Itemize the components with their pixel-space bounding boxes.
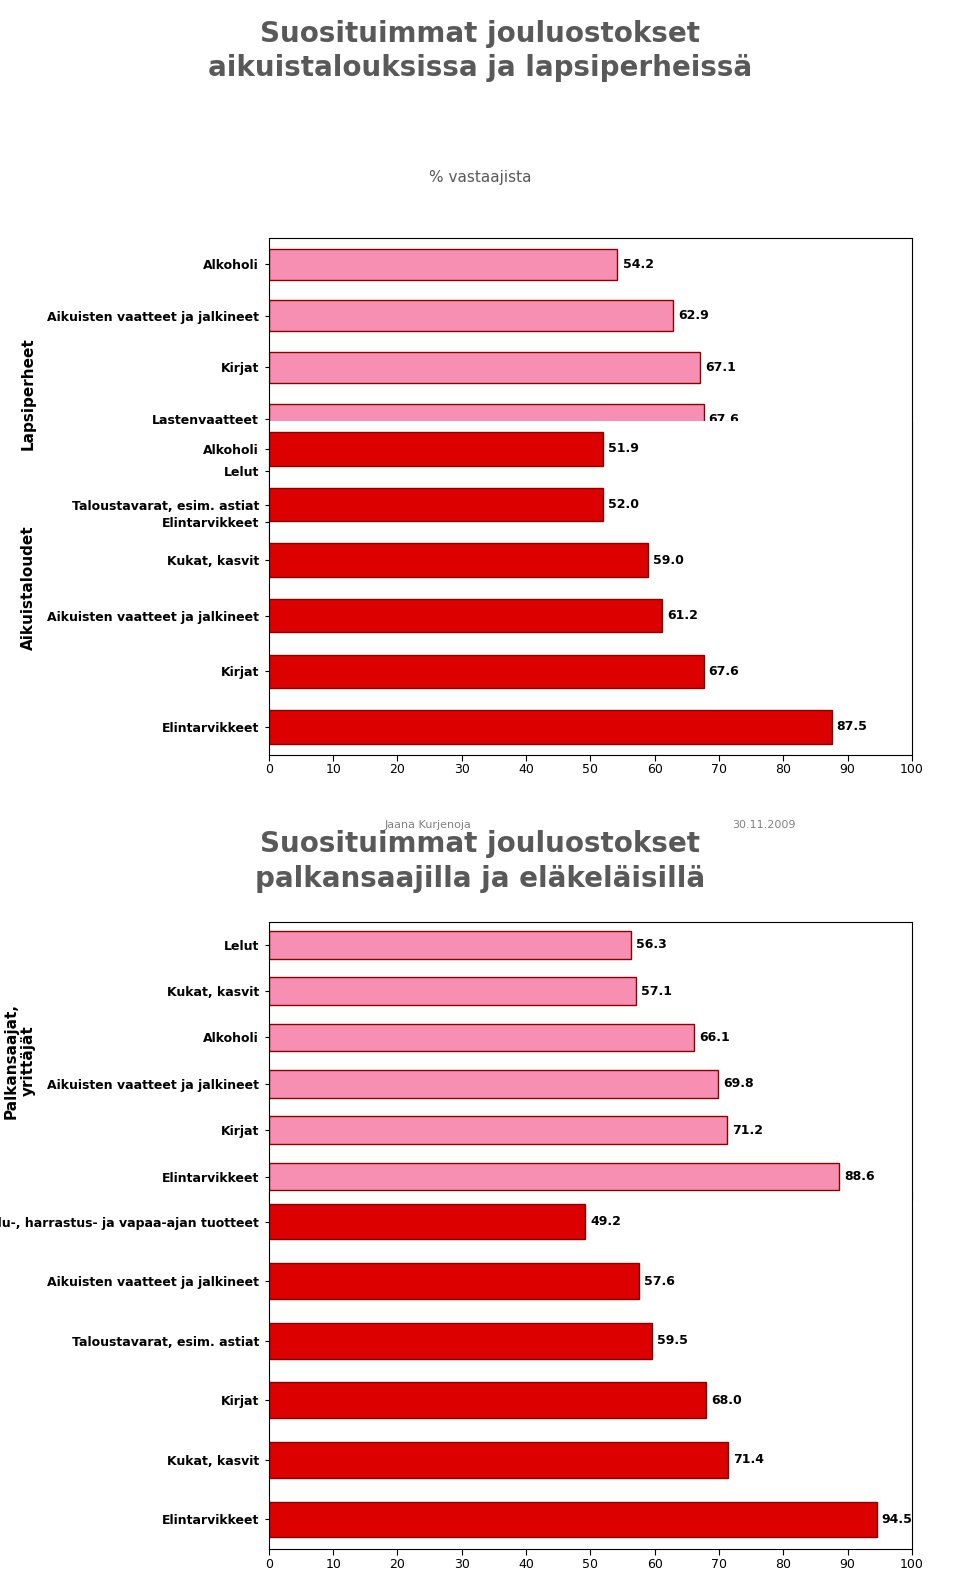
- Bar: [269, 599, 662, 632]
- Text: 61.2: 61.2: [667, 609, 699, 623]
- Text: 56.3: 56.3: [636, 938, 667, 952]
- Bar: [269, 404, 704, 434]
- Text: 87.5: 87.5: [837, 516, 868, 529]
- Bar: [269, 248, 617, 280]
- Text: 71.4: 71.4: [733, 1454, 764, 1467]
- Text: Suosituimmat jouluostokset
palkansaajilla ja eläkeläisillä: Suosituimmat jouluostokset palkansaajill…: [255, 829, 705, 893]
- Text: 87.5: 87.5: [837, 720, 868, 734]
- Text: 59.5: 59.5: [657, 1335, 687, 1347]
- Text: 88.6: 88.6: [844, 1170, 875, 1184]
- Text: Suosituimmat jouluostokset
aikuistalouksissa ja lapsiperheissä: Suosituimmat jouluostokset aikuistalouks…: [208, 21, 752, 83]
- Y-axis label: Aikuistaloudet: Aikuistaloudet: [21, 526, 36, 650]
- Text: 52.0: 52.0: [609, 497, 639, 512]
- Bar: [269, 488, 603, 521]
- Bar: [269, 454, 718, 486]
- Bar: [269, 432, 603, 466]
- Text: 69.9: 69.9: [724, 464, 755, 477]
- Text: % vastaajista: % vastaajista: [429, 170, 531, 184]
- Bar: [269, 351, 701, 383]
- Bar: [269, 507, 831, 537]
- Bar: [269, 1502, 876, 1537]
- Text: 49.2: 49.2: [590, 1216, 621, 1228]
- Bar: [269, 1204, 586, 1239]
- Bar: [269, 655, 704, 688]
- Y-axis label: Lapsiperheet: Lapsiperheet: [21, 337, 36, 450]
- Bar: [269, 300, 673, 331]
- Text: 67.6: 67.6: [708, 413, 739, 426]
- Text: 51.9: 51.9: [608, 442, 638, 456]
- Text: 66.1: 66.1: [699, 1031, 730, 1044]
- Text: 94.5: 94.5: [882, 1513, 913, 1525]
- Bar: [269, 1115, 727, 1144]
- Bar: [269, 1322, 652, 1359]
- Bar: [269, 931, 631, 958]
- Text: 67.1: 67.1: [706, 361, 736, 373]
- Y-axis label: Palkansaajat,
yrittäjät: Palkansaajat, yrittäjät: [4, 1003, 36, 1119]
- Text: % vastaajista: % vastaajista: [429, 980, 531, 995]
- Bar: [269, 1163, 839, 1190]
- Text: 68.0: 68.0: [711, 1394, 742, 1406]
- Bar: [269, 1382, 707, 1417]
- Bar: [269, 1263, 639, 1300]
- Bar: [269, 1069, 718, 1098]
- Text: 59.0: 59.0: [654, 553, 684, 567]
- Text: 57.6: 57.6: [644, 1274, 675, 1287]
- Text: 62.9: 62.9: [679, 310, 709, 323]
- Text: Jaana Kurjenoja: Jaana Kurjenoja: [385, 820, 471, 829]
- Bar: [269, 1443, 728, 1478]
- Text: 69.8: 69.8: [723, 1077, 754, 1090]
- Text: 30.11.2009: 30.11.2009: [732, 820, 796, 829]
- Bar: [269, 710, 831, 744]
- Text: 67.6: 67.6: [708, 664, 739, 679]
- Bar: [269, 977, 636, 1006]
- Text: 71.2: 71.2: [732, 1123, 763, 1136]
- Text: 54.2: 54.2: [623, 257, 654, 270]
- Bar: [269, 543, 648, 577]
- Bar: [269, 1023, 694, 1052]
- Text: 57.1: 57.1: [641, 985, 672, 998]
